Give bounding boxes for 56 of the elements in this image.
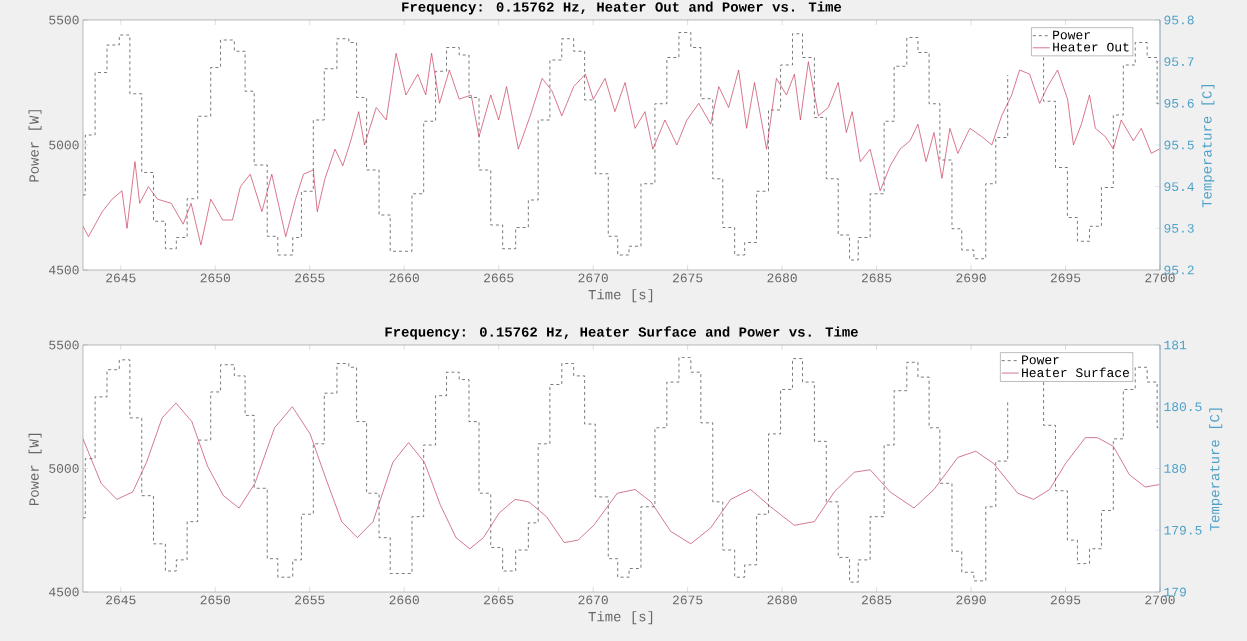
y2-tick-label: 95.8 [1164, 15, 1194, 25]
x-tick-label: 2680 [767, 273, 797, 283]
x-axis-title: Time [s] [588, 611, 653, 625]
y-tick-label: 5500 [49, 340, 79, 350]
x-tick-label: 2675 [672, 595, 703, 605]
x-tick-label: 2695 [1050, 595, 1081, 605]
y2-tick-label: 179.5 [1164, 525, 1202, 535]
y2-tick-label: 179 [1164, 587, 1186, 597]
x-tick-label: 2690 [956, 273, 986, 283]
y2-tick-label: 95.6 [1164, 98, 1194, 108]
x-tick-label: 2685 [861, 595, 892, 605]
x-tick-label: 2645 [106, 273, 136, 283]
x-tick-label: 2655 [295, 273, 325, 283]
legend-label: Power [1022, 355, 1059, 365]
chart-title: Frequency: 0.15762 Hz, Heater Surface and Power vs. Time [385, 326, 858, 340]
line-series [83, 52, 1160, 246]
x-tick-label: 2650 [200, 595, 230, 605]
y2-tick-label: 180 [1164, 464, 1187, 473]
y2-tick-label: 95.3 [1164, 223, 1194, 233]
y2-tick-label: 95.7 [1164, 57, 1194, 67]
x-tick-label: 2670 [578, 273, 608, 283]
y2-tick-label: 95.4 [1164, 182, 1194, 192]
y2-axis-title: Temperature [C] [1209, 408, 1223, 531]
y2-axis-title: Temperature [C] [1201, 85, 1215, 208]
x-tick-label: 2645 [106, 595, 136, 605]
y2-tick-label: 180.5 [1164, 402, 1202, 412]
y-tick-label: 5000 [49, 140, 79, 150]
x-tick-label: 2650 [200, 273, 230, 283]
x-tick-label: 2660 [389, 595, 419, 605]
x-tick-label: 2660 [389, 273, 419, 283]
x-tick-label: 2685 [861, 273, 892, 283]
x-tick-label: 2655 [295, 595, 325, 605]
x-tick-label: 2670 [578, 595, 608, 605]
x-tick-label: 2665 [484, 595, 514, 605]
x-tick-label: 2680 [767, 595, 797, 605]
y2-tick-label: 181 [1164, 340, 1187, 350]
legend-label: Power [1053, 30, 1090, 40]
y-axis-title: Power [W] [28, 110, 42, 182]
legend-label: Heater Surface [1022, 367, 1130, 378]
legend-label: Heater Out [1053, 42, 1129, 52]
x-tick-label: 2695 [1050, 273, 1081, 283]
x-tick-label: 2700 [1145, 273, 1175, 283]
y-tick-label: 4500 [49, 587, 79, 597]
y2-tick-label: 95.5 [1164, 140, 1194, 150]
y-tick-label: 5000 [49, 464, 79, 473]
x-tick-label: 2665 [484, 273, 514, 283]
y-axis-title: Power [W] [28, 433, 42, 506]
chart-title: Frequency: 0.15762 Hz, Heater Out and Power vs. Time [402, 1, 842, 15]
x-axis-title: Time [s] [588, 289, 653, 303]
line-series [83, 402, 1160, 550]
y2-tick-label: 95.2 [1164, 265, 1194, 275]
x-tick-label: 2675 [672, 273, 703, 283]
x-tick-label: 2690 [956, 595, 986, 605]
x-tick-label: 2700 [1145, 595, 1175, 605]
y-tick-label: 5500 [49, 15, 79, 25]
y-tick-label: 4500 [49, 265, 79, 275]
